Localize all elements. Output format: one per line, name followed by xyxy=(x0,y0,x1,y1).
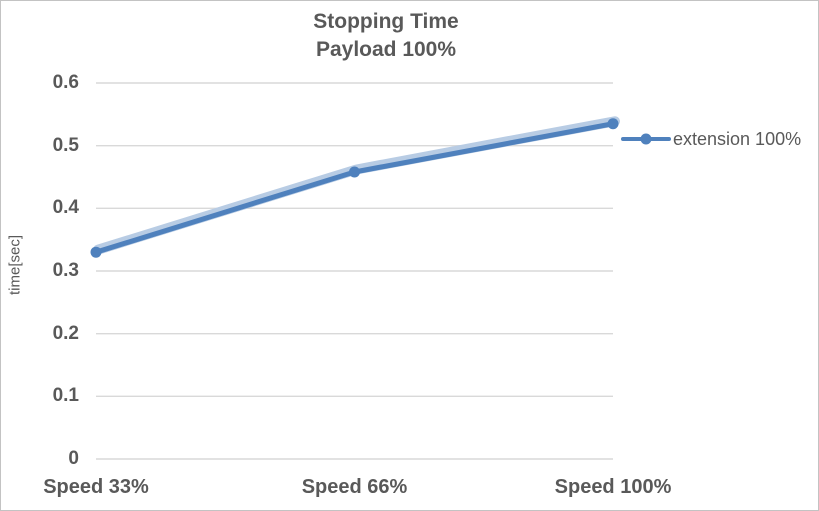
legend-marker-icon xyxy=(621,133,671,145)
y-tick-label: 0.2 xyxy=(52,322,79,344)
legend-item-extension-100[interactable]: extension 100% xyxy=(621,127,801,151)
y-tick-label: 0.6 xyxy=(52,72,79,93)
y-tick-label: 0 xyxy=(68,448,79,469)
data-point-marker[interactable] xyxy=(90,246,102,258)
y-tick-label: 0.1 xyxy=(52,385,79,407)
y-tick-label: 0.5 xyxy=(52,134,79,156)
series-line-extension-100[interactable] xyxy=(93,121,616,255)
x-category-label: Speed 66% xyxy=(301,476,408,498)
x-category-label: Speed 33% xyxy=(43,476,149,498)
chart-title-line-2: Payload 100% xyxy=(315,38,457,61)
series-glow-band xyxy=(93,116,620,255)
y-tick-label: 0.3 xyxy=(52,260,79,281)
legend-item-label: extension 100% xyxy=(673,129,802,149)
data-point-marker[interactable] xyxy=(349,166,360,178)
y-tick-label: 0.4 xyxy=(52,197,79,219)
x-category-label: Speed 100% xyxy=(554,476,672,498)
chart-title: Stopping Time Payload 100% xyxy=(1,8,771,64)
chart-title-line-1: Stopping Time xyxy=(313,10,459,33)
data-point-marker[interactable] xyxy=(607,118,619,130)
